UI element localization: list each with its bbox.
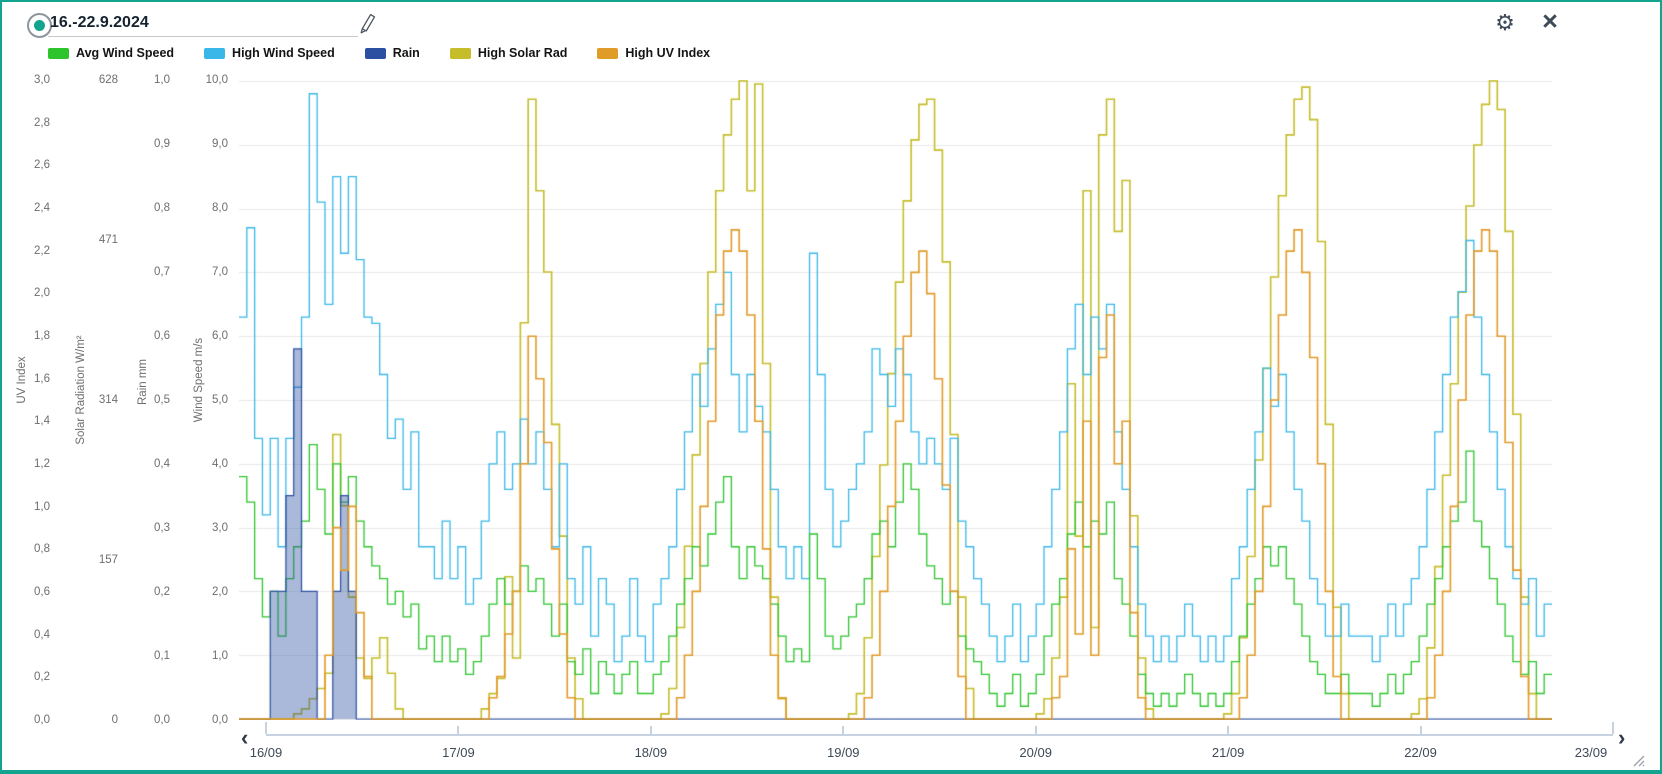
time-axis-line[interactable]	[266, 734, 1613, 736]
y-tick-label: 6,0	[212, 330, 228, 342]
date-range-input[interactable]	[48, 10, 358, 37]
y-tick-label: 0	[111, 714, 118, 726]
legend-label: Avg Wind Speed	[76, 46, 175, 60]
y-tick-label: 0,8	[34, 543, 50, 556]
x-tick-label: 19/09	[827, 745, 860, 760]
x-tick-label: 17/09	[442, 745, 475, 760]
radio-dot-icon	[34, 20, 45, 31]
y-tick-label: 314	[98, 394, 118, 406]
edit-pencil-icon[interactable]	[359, 12, 377, 34]
y-tick-label: 0,3	[154, 522, 170, 534]
x-tick-label: 20/09	[1019, 745, 1052, 760]
time-axis-tick	[649, 726, 652, 734]
y-tick-label: 0,6	[34, 586, 50, 598]
y-tick-label: 2,4	[34, 202, 50, 214]
legend-item-high-solar-rad[interactable]: High Solar Rad	[449, 46, 568, 60]
y-tick-label: 157	[98, 554, 118, 566]
scroll-left-chevron-icon[interactable]: ‹	[241, 725, 249, 750]
y-tick-label: 2,8	[34, 116, 50, 129]
y-tick-label: 0,4	[154, 458, 170, 470]
y-tick-label: 1,0	[34, 500, 50, 513]
y-tick-label: 2,2	[34, 244, 50, 257]
x-tick-label: 23/09	[1574, 745, 1608, 760]
scroll-right-chevron-icon[interactable]: ›	[1618, 725, 1626, 750]
plot-area[interactable]	[239, 80, 1552, 720]
time-axis-tick	[457, 726, 460, 734]
y-tick-label: 2,0	[34, 287, 50, 300]
y-tick-label: 471	[98, 234, 118, 246]
legend-item-avg-wind-speed[interactable]: Avg Wind Speed	[48, 46, 174, 60]
legend-swatch-high-wind	[204, 47, 226, 59]
legend-swatch-solar	[449, 47, 471, 59]
time-axis-tick	[1034, 726, 1037, 734]
y-tick-label: 4,0	[212, 458, 228, 470]
y-tick-label: 1,8	[34, 330, 50, 342]
y-tick-label: 2,6	[34, 159, 50, 172]
legend-label: Rain	[392, 46, 420, 60]
legend-swatch-rain	[364, 47, 386, 59]
y-tick-label: 3,0	[34, 74, 50, 86]
solar-axis-title: Solar Radiation W/m²	[75, 335, 87, 445]
y-tick-label: 0,6	[154, 330, 170, 342]
chart-legend: Avg Wind Speed High Wind Speed Rain High…	[48, 46, 710, 60]
y-tick-label: 0,2	[34, 671, 50, 684]
x-tick-label: 21/09	[1211, 745, 1245, 760]
y-tick-label: 0,0	[154, 714, 170, 726]
x-tick-label: 22/09	[1404, 745, 1437, 760]
time-axis-tick	[265, 722, 267, 734]
y-tick-label: 2,0	[212, 586, 228, 598]
time-axis-tick	[1612, 722, 1614, 734]
legend-label: High Solar Rad	[477, 46, 568, 60]
y-tick-label: 5,0	[212, 394, 228, 406]
x-tick-label: 18/09	[634, 745, 668, 760]
y-tick-label: 1,0	[212, 650, 228, 662]
y-tick-label: 7,0	[212, 266, 228, 278]
time-axis-tick	[842, 726, 845, 734]
legend-item-rain[interactable]: Rain	[364, 46, 420, 60]
y-tick-label: 10,0	[205, 74, 228, 86]
y-tick-label: 0,5	[154, 394, 170, 406]
y-tick-label: 628	[98, 74, 118, 86]
y-tick-label: 0,4	[34, 628, 50, 641]
legend-swatch-uv	[597, 47, 619, 59]
y-tick-label: 0,8	[154, 202, 170, 214]
close-icon[interactable]: ×	[1542, 6, 1558, 36]
y-tick-label: 0,0	[34, 714, 50, 726]
resize-handle-icon[interactable]	[1632, 754, 1646, 768]
y-tick-label: 8,0	[212, 202, 228, 214]
time-axis-tick	[1419, 726, 1422, 734]
settings-gear-icon[interactable]: ⚙	[1495, 10, 1515, 35]
y-tick-label: 0,0	[212, 714, 228, 726]
y-tick-label: 0,7	[154, 266, 170, 278]
time-axis-tick	[1227, 726, 1230, 734]
y-tick-label: 1,2	[34, 458, 50, 470]
wind-axis-title: Wind Speed m/s	[193, 337, 205, 423]
legend-swatch-avg-wind	[48, 47, 69, 59]
y-tick-label: 1,0	[154, 74, 170, 86]
y-tick-label: 3,0	[212, 522, 228, 534]
legend-item-high-uv-index[interactable]: High UV Index	[597, 46, 710, 60]
y-tick-label: 1,4	[34, 415, 50, 428]
y-tick-label: 0,1	[154, 650, 170, 662]
legend-label: High UV Index	[625, 46, 711, 60]
y-tick-label: 0,2	[154, 586, 170, 598]
y-tick-label: 9,0	[212, 138, 228, 150]
x-tick-label: 16/09	[249, 745, 283, 760]
y-tick-label: 0,9	[154, 138, 170, 150]
legend-label: High Wind Speed	[232, 46, 335, 60]
y-tick-label: 1,6	[34, 372, 50, 385]
legend-item-high-wind-speed[interactable]: High Wind Speed	[204, 46, 335, 60]
